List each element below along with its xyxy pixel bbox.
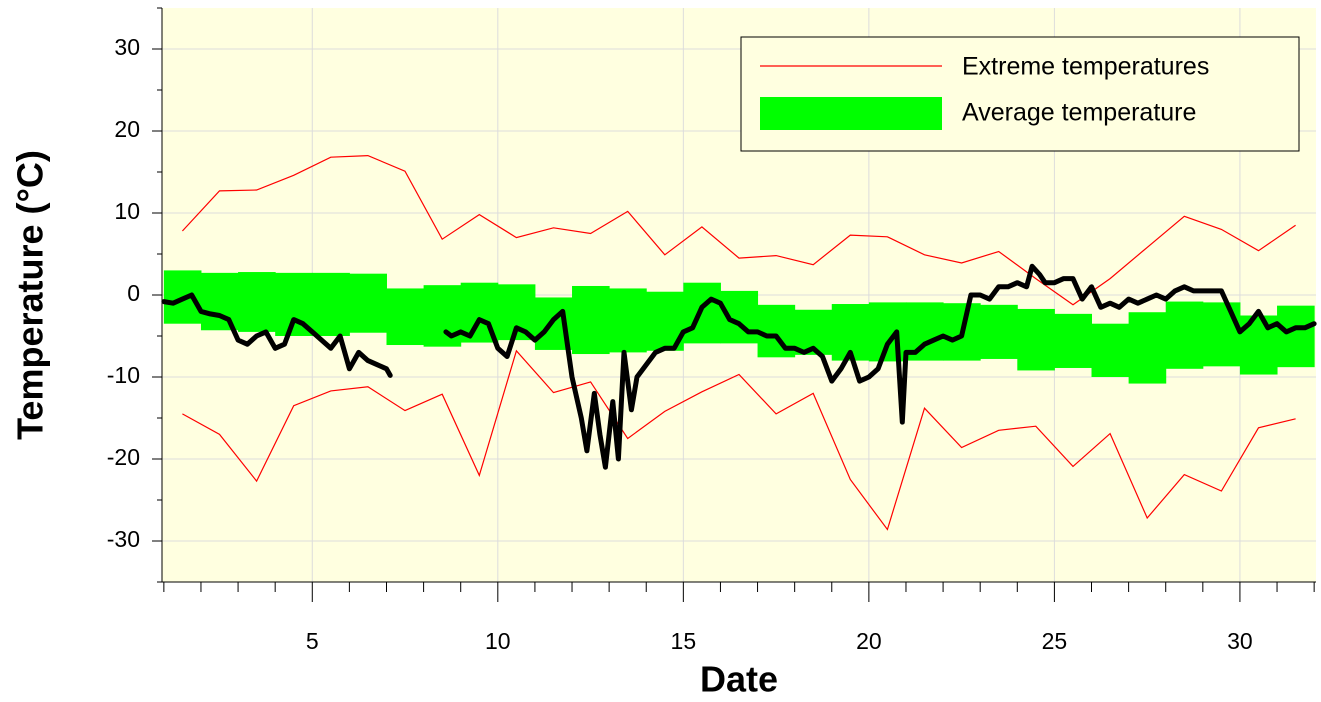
x-tick-label: 15 — [671, 628, 697, 654]
average-band — [609, 288, 647, 353]
x-tick-label: 25 — [1042, 628, 1068, 654]
average-band — [1165, 301, 1204, 369]
x-tick-label: 5 — [306, 628, 319, 654]
y-tick-label: 20 — [114, 116, 140, 142]
y-tick-label: -20 — [107, 444, 140, 470]
y-tick-label: 30 — [114, 34, 140, 60]
average-band — [423, 285, 462, 347]
extreme-line — [182, 349, 1296, 531]
average-band — [312, 272, 350, 336]
average-band — [1091, 323, 1130, 377]
extreme-line — [181, 154, 1296, 306]
average-band — [1202, 302, 1241, 367]
legend-swatch — [760, 97, 942, 130]
y-tick-label: -30 — [107, 526, 140, 552]
average-band — [1017, 308, 1055, 371]
average-band — [200, 272, 239, 331]
average-band — [386, 288, 425, 346]
average-band — [349, 273, 387, 333]
average-band — [238, 272, 276, 332]
y-tick-label: 0 — [127, 280, 140, 306]
average-band — [868, 302, 907, 362]
y-tick-label: -10 — [107, 362, 140, 388]
average-band — [1277, 305, 1315, 368]
legend-box — [740, 36, 1300, 152]
y-axis-title: Temperature (°C) — [10, 150, 51, 440]
average-band — [572, 285, 610, 355]
average-band — [1128, 312, 1167, 384]
legend-label: Average temperature — [962, 99, 1196, 127]
x-tick-label: 20 — [856, 628, 882, 654]
legend-label: Extreme temperatures — [962, 53, 1209, 81]
average-band — [683, 282, 721, 344]
average-band — [1054, 313, 1093, 368]
x-tick-label: 10 — [485, 628, 511, 654]
y-tick-label: 10 — [114, 198, 140, 224]
x-axis-title: Date — [700, 659, 778, 700]
temperature-line — [161, 263, 1317, 470]
x-tick-label: 30 — [1227, 628, 1253, 654]
average-band — [980, 304, 1018, 359]
